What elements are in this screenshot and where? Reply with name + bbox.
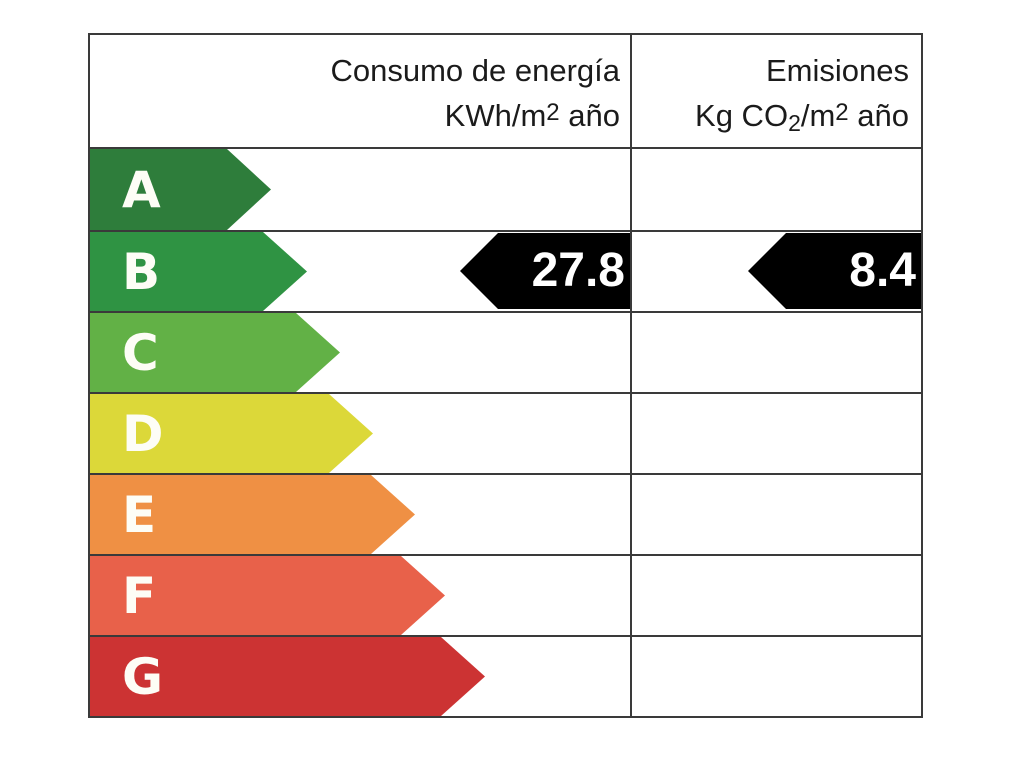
rating-letter: D xyxy=(122,404,164,463)
rating-row-F: F xyxy=(90,554,921,635)
consumption-value-marker: 27.8 xyxy=(460,233,630,309)
header-consumption-unit: KWh/m xyxy=(444,98,547,133)
column-divider xyxy=(630,35,632,716)
rating-letter: B xyxy=(122,242,161,301)
rating-row-E: E xyxy=(90,473,921,554)
header-emissions-line1: Emisiones xyxy=(766,53,909,88)
rating-arrow-B: B xyxy=(90,232,307,311)
rating-row-A: A xyxy=(90,149,921,230)
rating-letter: A xyxy=(122,160,161,219)
rating-row-D: D xyxy=(90,392,921,473)
header-emissions-line2: Kg CO2/m2 año xyxy=(632,92,909,144)
consumption-value: 27.8 xyxy=(531,244,625,297)
header-consumption-line1: Consumo de energía xyxy=(330,53,620,88)
header-emissions-superscript: 2 xyxy=(835,99,849,126)
rating-row-C: C xyxy=(90,311,921,392)
rating-letter: E xyxy=(122,485,157,544)
rating-letter: F xyxy=(122,566,157,625)
header-emissions: Emisiones Kg CO2/m2 año xyxy=(632,35,921,147)
header-emissions-unit-suffix: año xyxy=(848,98,909,133)
rating-table: Consumo de energía KWh/m2 año Emisiones … xyxy=(88,33,923,718)
header-consumption: Consumo de energía KWh/m2 año xyxy=(90,35,630,147)
rating-row-G: G xyxy=(90,635,921,716)
emissions-value: 8.4 xyxy=(849,244,916,297)
rating-letter: C xyxy=(122,323,159,382)
header-emissions-subscript: 2 xyxy=(788,110,801,136)
rating-arrow-F: F xyxy=(90,556,445,635)
rating-arrow-A: A xyxy=(90,149,271,230)
emissions-value-marker: 8.4 xyxy=(748,233,921,309)
header-consumption-unit-suffix: año xyxy=(559,98,620,133)
table-header: Consumo de energía KWh/m2 año Emisiones … xyxy=(90,35,921,149)
header-consumption-line2: KWh/m2 año xyxy=(90,92,620,137)
rating-arrow-C: C xyxy=(90,313,340,392)
header-emissions-unit-mid: /m xyxy=(800,98,836,133)
rating-row-B: B xyxy=(90,230,921,311)
rating-letter: G xyxy=(122,647,164,706)
rating-arrow-D: D xyxy=(90,394,373,473)
header-consumption-superscript: 2 xyxy=(546,99,560,126)
header-emissions-unit: Kg CO xyxy=(695,98,789,133)
rating-arrow-E: E xyxy=(90,475,415,554)
rating-arrow-G: G xyxy=(90,637,485,716)
